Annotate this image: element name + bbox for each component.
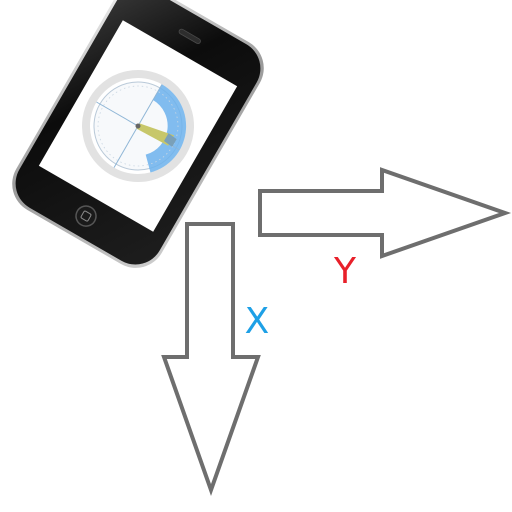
- compass-highlight-arc: [145, 84, 187, 173]
- compass-outer-ring: [82, 70, 194, 182]
- phone-home-button-square: [80, 210, 92, 222]
- phone-home-button[interactable]: [72, 202, 99, 229]
- y-axis-arrow: [258, 167, 512, 259]
- phone-earpiece: [178, 28, 201, 45]
- x-axis-arrow: [161, 222, 261, 497]
- compass-app: [82, 70, 194, 182]
- compass-needle-tip: [163, 133, 177, 147]
- y-axis-label: Y: [333, 251, 357, 292]
- phone: [12, 0, 264, 268]
- compass-center-pin: [135, 123, 141, 129]
- x-axis-label: X: [245, 301, 270, 342]
